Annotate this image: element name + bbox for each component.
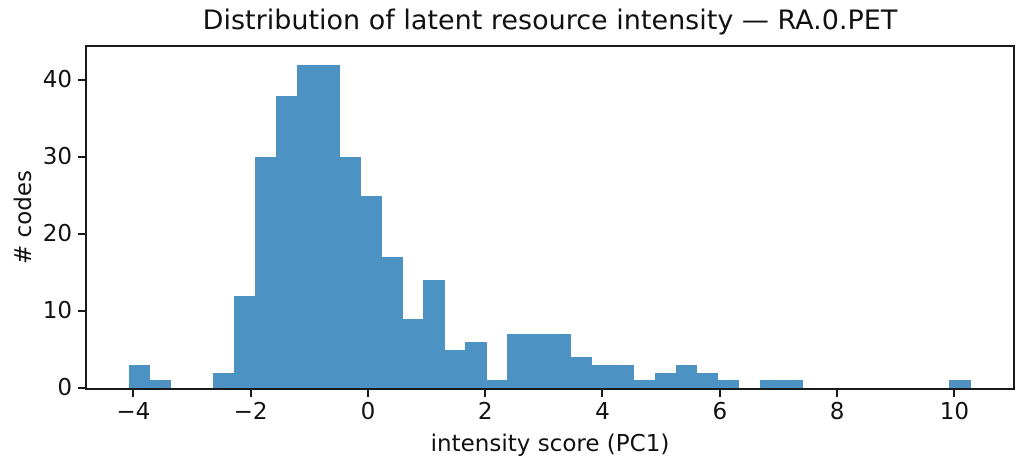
y-tick — [78, 156, 85, 159]
histogram-bar — [570, 357, 593, 388]
histogram-bar — [149, 380, 172, 388]
histogram-bar — [633, 380, 656, 388]
y-tick — [78, 387, 85, 389]
histogram-bar — [254, 157, 277, 388]
x-tick-label: 10 — [939, 399, 969, 425]
x-tick-label: −4 — [116, 399, 151, 425]
histogram-bar — [318, 64, 340, 388]
y-tick — [78, 310, 85, 313]
histogram-bar — [233, 295, 256, 388]
histogram-bar — [507, 334, 529, 388]
x-tick-label: −2 — [233, 399, 268, 425]
x-tick — [484, 390, 487, 397]
histogram-bar — [612, 364, 635, 388]
histogram-bar — [423, 280, 445, 388]
histogram-bar — [717, 380, 740, 388]
histogram-bar — [591, 364, 614, 388]
histogram-bar — [760, 380, 782, 388]
histogram-bar — [275, 95, 298, 388]
x-tick-label: 6 — [712, 399, 728, 425]
x-tick — [249, 390, 252, 397]
x-axis-label: intensity score (PC1) — [430, 431, 670, 457]
y-tick — [78, 79, 85, 82]
y-tick-label: 0 — [57, 375, 72, 401]
histogram-bar — [549, 334, 572, 388]
x-tick — [836, 390, 839, 397]
histogram-bar — [444, 349, 466, 388]
histogram-bar — [696, 372, 719, 388]
histogram-bar — [486, 380, 508, 388]
x-tick — [132, 390, 135, 397]
y-axis-label: # codes — [11, 169, 37, 265]
histogram-bar — [381, 257, 403, 388]
histogram-bar — [297, 64, 319, 388]
histogram-bar — [339, 157, 361, 388]
x-tick-label: 8 — [829, 399, 845, 425]
x-tick-label: 0 — [360, 399, 376, 425]
x-tick-label: 2 — [477, 399, 493, 425]
histogram-bar — [654, 372, 677, 388]
x-tick — [366, 390, 369, 397]
histogram-bar — [402, 318, 424, 388]
x-tick-label: 4 — [595, 399, 610, 425]
histogram-bar — [360, 195, 382, 388]
y-tick-label: 40 — [42, 67, 72, 94]
histogram-bar — [528, 334, 550, 388]
histogram-bar — [465, 341, 487, 388]
plot-area — [85, 45, 1015, 390]
x-tick — [718, 390, 721, 397]
y-tick — [78, 233, 85, 236]
x-tick — [953, 390, 956, 397]
y-tick-label: 30 — [42, 144, 72, 171]
histogram-bar — [128, 364, 151, 388]
histogram-bar — [781, 380, 803, 388]
chart-title: Distribution of latent resource intensit… — [202, 5, 898, 36]
y-tick-label: 20 — [42, 221, 72, 248]
histogram-bar — [675, 364, 698, 388]
x-tick — [601, 390, 604, 397]
y-tick-label: 10 — [42, 298, 72, 325]
histogram-bar — [949, 380, 971, 388]
histogram-bar — [212, 372, 235, 388]
